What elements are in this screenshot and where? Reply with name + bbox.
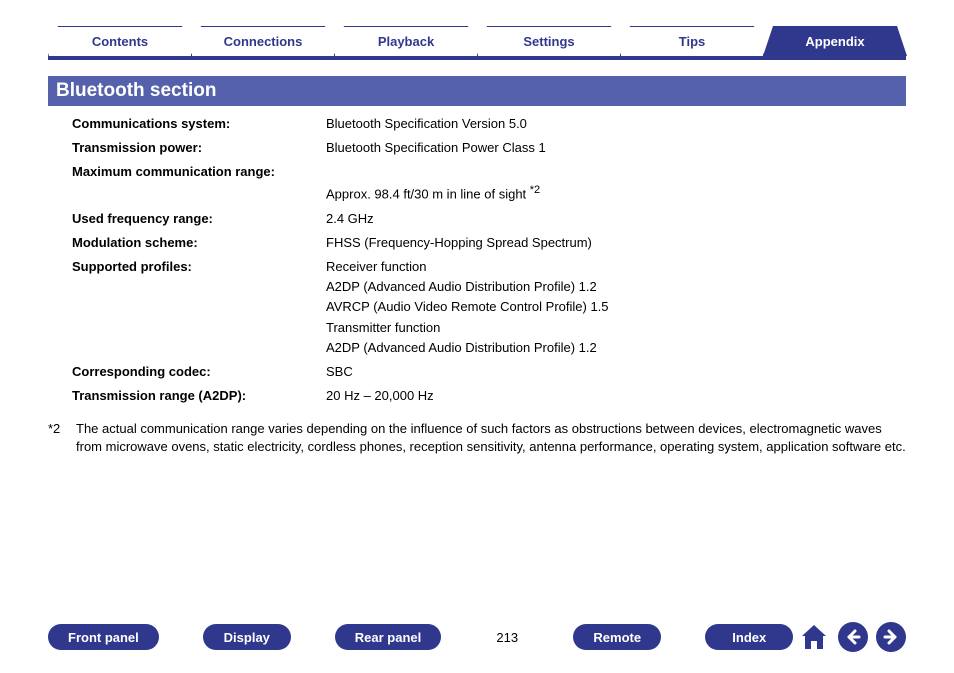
- footnote-text: The actual communication range varies de…: [76, 420, 906, 456]
- spec-label: Supported profiles:: [72, 257, 326, 277]
- index-button[interactable]: Index: [705, 624, 793, 650]
- spec-row: Used frequency range: 2.4 GHz: [72, 209, 906, 229]
- spec-value: Receiver function A2DP (Advanced Audio D…: [326, 257, 906, 358]
- footnote-ref: *2: [530, 184, 540, 196]
- spec-value: 20 Hz – 20,000 Hz: [326, 386, 906, 406]
- remote-button[interactable]: Remote: [573, 624, 661, 650]
- front-panel-button[interactable]: Front panel: [48, 624, 159, 650]
- spec-label: Transmission range (A2DP):: [72, 386, 326, 406]
- display-button[interactable]: Display: [203, 624, 291, 650]
- section-title: Bluetooth section: [56, 80, 216, 102]
- tab-connections[interactable]: Connections: [191, 26, 335, 56]
- spec-row: Maximum communication range: Approx. 98.…: [72, 162, 906, 205]
- rear-panel-button[interactable]: Rear panel: [335, 624, 441, 650]
- spec-value: FHSS (Frequency-Hopping Spread Spectrum): [326, 233, 906, 253]
- button-label: Rear panel: [355, 630, 421, 645]
- spec-value-text: Approx. 98.4 ft/30 m in line of sight: [326, 187, 530, 202]
- spec-value: Bluetooth Specification Power Class 1: [326, 138, 906, 158]
- tab-appendix[interactable]: Appendix: [763, 26, 907, 56]
- spec-row: Communications system: Bluetooth Specifi…: [72, 114, 906, 134]
- spec-table: Communications system: Bluetooth Specifi…: [72, 114, 906, 406]
- tab-settings[interactable]: Settings: [477, 26, 621, 56]
- next-arrow-icon[interactable]: [876, 622, 906, 652]
- tab-label: Tips: [679, 34, 706, 49]
- tab-playback[interactable]: Playback: [334, 26, 478, 56]
- spec-row: Supported profiles: Receiver function A2…: [72, 257, 906, 358]
- spec-value: SBC: [326, 362, 906, 382]
- spec-row: Modulation scheme: FHSS (Frequency-Hoppi…: [72, 233, 906, 253]
- button-label: Index: [732, 630, 766, 645]
- button-label: Remote: [593, 630, 641, 645]
- button-label: Display: [224, 630, 270, 645]
- spec-value: Approx. 98.4 ft/30 m in line of sight *2: [326, 162, 906, 205]
- button-label: Front panel: [68, 630, 139, 645]
- tab-label: Appendix: [805, 34, 864, 49]
- bottom-buttons-left: Front panel Display Rear panel 213 Remot…: [48, 624, 793, 650]
- spec-row: Transmission range (A2DP): 20 Hz – 20,00…: [72, 386, 906, 406]
- spec-label: Transmission power:: [72, 138, 326, 158]
- spec-value: Bluetooth Specification Version 5.0: [326, 114, 906, 134]
- spec-row: Corresponding codec: SBC: [72, 362, 906, 382]
- bottom-icons: [798, 622, 906, 652]
- spec-label: Communications system:: [72, 114, 326, 134]
- spec-label: Modulation scheme:: [72, 233, 326, 253]
- tab-contents[interactable]: Contents: [48, 26, 192, 56]
- spec-value: 2.4 GHz: [326, 209, 906, 229]
- section-title-bar: Bluetooth section: [48, 76, 906, 106]
- footnote-marker: *2: [48, 420, 76, 456]
- tab-underline: [48, 56, 906, 60]
- spec-row: Transmission power: Bluetooth Specificat…: [72, 138, 906, 158]
- page-root: Contents Connections Playback Settings T…: [0, 0, 954, 673]
- top-tab-bar: Contents Connections Playback Settings T…: [0, 0, 954, 56]
- footnote: *2 The actual communication range varies…: [48, 420, 906, 456]
- spec-label: Corresponding codec:: [72, 362, 326, 382]
- tab-label: Playback: [378, 34, 434, 49]
- tab-tips[interactable]: Tips: [620, 26, 764, 56]
- tab-label: Settings: [523, 34, 574, 49]
- spec-label: Maximum communication range:: [72, 162, 326, 182]
- prev-arrow-icon[interactable]: [838, 622, 868, 652]
- page-number: 213: [485, 630, 529, 645]
- tab-label: Contents: [92, 34, 148, 49]
- spec-label: Used frequency range:: [72, 209, 326, 229]
- tab-label: Connections: [224, 34, 303, 49]
- bottom-bar: Front panel Display Rear panel 213 Remot…: [0, 619, 954, 655]
- home-icon[interactable]: [798, 622, 830, 652]
